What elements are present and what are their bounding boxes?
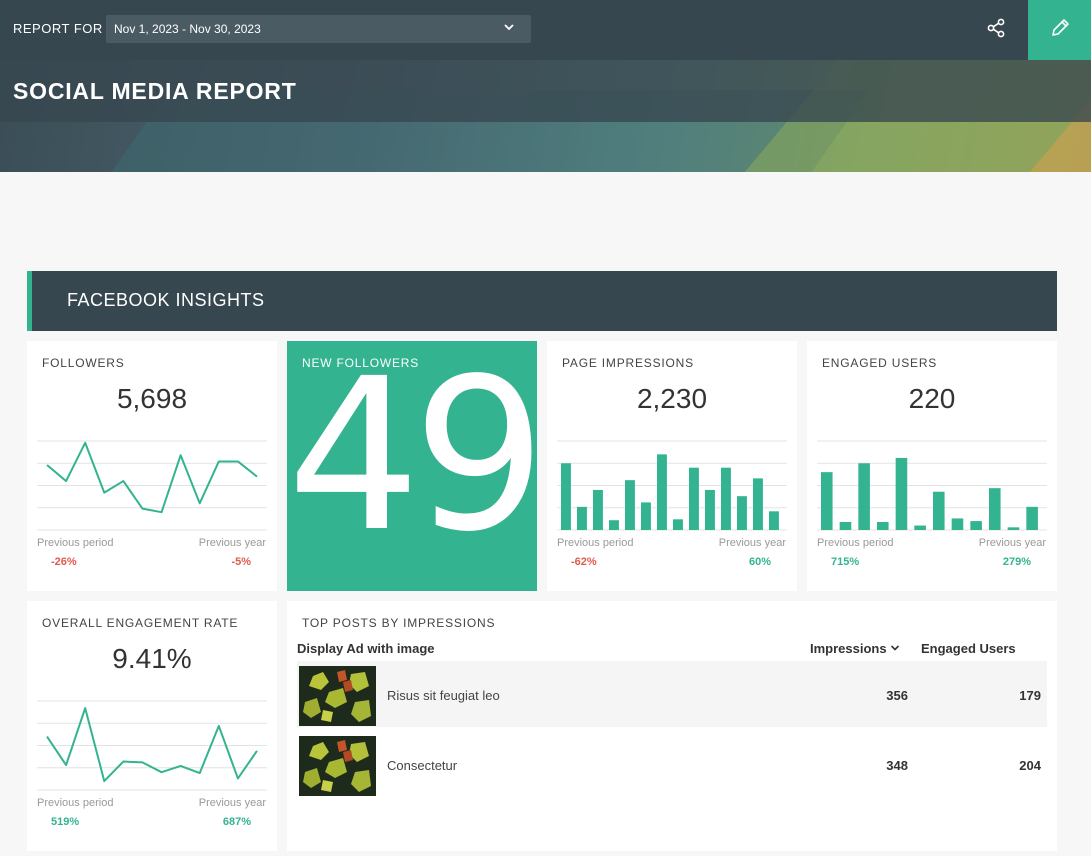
page-title: SOCIAL MEDIA REPORT xyxy=(13,78,297,104)
column-header-post: Display Ad with image xyxy=(297,641,435,656)
share-icon xyxy=(986,18,1006,43)
trend-bar xyxy=(989,488,1001,530)
engaged-users-value: 220 xyxy=(908,383,956,414)
prev-period-label: Previous period xyxy=(557,537,634,549)
trend-bar xyxy=(769,511,779,530)
report-header xyxy=(0,0,1091,172)
trend-line xyxy=(46,441,258,514)
edit-button[interactable] xyxy=(1028,0,1091,60)
trend-bar xyxy=(561,463,571,530)
section-title: FACEBOOK INSIGHTS xyxy=(67,290,265,310)
prev-period-label: Previous period xyxy=(37,797,114,809)
card-label: NEW FOLLOWERS xyxy=(302,356,420,370)
prev-year-change: 279% xyxy=(1002,556,1031,568)
trend-bar xyxy=(970,521,982,530)
trend-bar xyxy=(657,454,667,530)
trend-bar xyxy=(895,457,908,530)
trend-bar xyxy=(625,480,635,530)
date-range-value: Nov 1, 2023 - Nov 30, 2023 xyxy=(114,22,261,36)
card-label: PAGE IMPRESSIONS xyxy=(562,356,694,370)
engagement-rate-sparkline xyxy=(37,700,267,791)
prev-period-change: 715% xyxy=(831,556,860,568)
post-engaged-users: 179 xyxy=(1019,688,1041,703)
trend-bar xyxy=(821,472,833,530)
prev-year-label: Previous year xyxy=(718,537,786,549)
engagement-rate-card: OVERALL ENGAGEMENT RATE 9.41% Previous p… xyxy=(27,601,277,851)
sort-desc-icon xyxy=(890,641,900,656)
trend-bar xyxy=(877,521,889,530)
trend-bar xyxy=(609,520,619,530)
trend-bar xyxy=(1007,527,1020,530)
new-followers-card: NEW FOLLOWERS 49 xyxy=(287,333,546,591)
followers-sparkline xyxy=(37,440,267,531)
post-impressions: 348 xyxy=(886,758,908,773)
engaged-users-card: ENGAGED USERS 220 Previous period Previo… xyxy=(807,341,1057,591)
prev-year-label: Previous year xyxy=(978,537,1046,549)
trend-line xyxy=(46,707,258,783)
trend-bar xyxy=(577,506,587,530)
report-for-label: REPORT FOR xyxy=(13,21,103,36)
trend-bar xyxy=(1026,506,1038,530)
prev-year-change: 60% xyxy=(748,556,771,568)
trend-bar xyxy=(593,489,603,530)
engaged-users-barchart xyxy=(817,440,1047,531)
chevron-down-icon xyxy=(503,21,515,36)
table-row[interactable]: Consectetur 348 204 xyxy=(297,731,1047,797)
trend-bar xyxy=(705,489,715,530)
table-row[interactable]: Risus sit feugiat leo 356 179 xyxy=(297,661,1047,727)
post-thumbnail xyxy=(299,666,376,726)
card-label: FOLLOWERS xyxy=(42,356,125,370)
trend-bar xyxy=(858,463,870,530)
trend-bar xyxy=(914,525,926,530)
prev-period-label: Previous period xyxy=(817,537,894,549)
engagement-rate-value: 9.41% xyxy=(112,643,192,674)
prev-year-label: Previous year xyxy=(198,797,266,809)
trend-bar xyxy=(641,502,651,530)
prev-period-change: 519% xyxy=(51,816,80,828)
new-followers-value: 49 xyxy=(287,333,546,578)
trend-bar xyxy=(753,478,763,530)
post-title: Consectetur xyxy=(387,758,458,773)
section-accent xyxy=(27,271,32,331)
page-impressions-card: PAGE IMPRESSIONS 2,230 Previous period P… xyxy=(547,341,797,591)
post-impressions: 356 xyxy=(886,688,908,703)
prev-year-change: -5% xyxy=(231,556,251,568)
trend-bar xyxy=(673,519,683,530)
card-label: TOP POSTS BY IMPRESSIONS xyxy=(302,616,496,630)
post-engaged-users: 204 xyxy=(1019,758,1041,773)
date-range-select[interactable]: Nov 1, 2023 - Nov 30, 2023 xyxy=(106,15,531,43)
column-header-impressions-label: Impressions xyxy=(810,641,887,656)
page-impressions-value: 2,230 xyxy=(636,383,708,414)
column-header-impressions[interactable]: Impressions xyxy=(810,641,900,656)
trend-bar xyxy=(933,491,945,530)
trend-bar xyxy=(839,521,852,530)
page-impressions-barchart xyxy=(557,440,787,531)
prev-period-change: -62% xyxy=(571,556,597,568)
top-posts-card: TOP POSTS BY IMPRESSIONS Display Ad with… xyxy=(287,601,1057,851)
post-thumbnail xyxy=(299,736,376,796)
prev-period-change: -26% xyxy=(51,556,77,568)
followers-value: 5,698 xyxy=(116,383,188,414)
column-header-engaged-users[interactable]: Engaged Users xyxy=(921,641,1016,656)
share-button[interactable] xyxy=(970,0,1022,60)
trend-bar xyxy=(721,467,731,530)
post-title: Risus sit feugiat leo xyxy=(387,688,500,703)
prev-year-change: 687% xyxy=(222,816,251,828)
trend-bar xyxy=(951,518,964,530)
pencil-icon xyxy=(1049,17,1071,44)
card-label: OVERALL ENGAGEMENT RATE xyxy=(42,616,239,630)
followers-card: FOLLOWERS 5,698 Previous period Previous… xyxy=(27,341,277,591)
section-header: FACEBOOK INSIGHTS xyxy=(27,271,1057,331)
prev-year-label: Previous year xyxy=(198,537,266,549)
trend-bar xyxy=(737,496,747,530)
title-band xyxy=(0,60,1091,122)
card-label: ENGAGED USERS xyxy=(822,356,938,370)
prev-period-label: Previous period xyxy=(37,537,114,549)
trend-bar xyxy=(689,467,699,530)
